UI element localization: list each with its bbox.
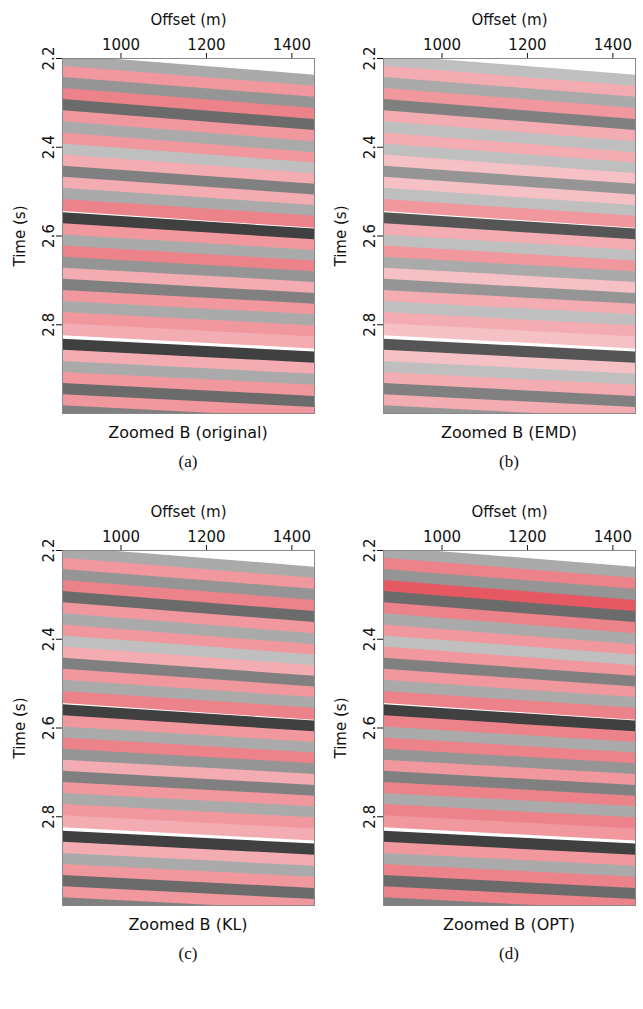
svg-text:1400: 1400 <box>594 528 632 546</box>
svg-text:2.8: 2.8 <box>361 805 379 829</box>
svg-text:Time (s): Time (s) <box>332 698 350 760</box>
svg-text:1000: 1000 <box>423 528 461 546</box>
svg-text:2.6: 2.6 <box>40 716 58 740</box>
svg-text:2.6: 2.6 <box>361 716 379 740</box>
svg-text:2.2: 2.2 <box>361 47 379 71</box>
svg-text:Time (s): Time (s) <box>332 206 350 268</box>
svg-text:2.8: 2.8 <box>40 805 58 829</box>
svg-text:1200: 1200 <box>187 36 225 54</box>
html-text:(d): (d) <box>499 944 519 963</box>
html-text:Zoomed B (KL): Zoomed B (KL) <box>128 915 248 934</box>
svg-text:Offset (m): Offset (m) <box>471 11 547 29</box>
svg-text:1200: 1200 <box>187 528 225 546</box>
svg-text:2.4: 2.4 <box>40 135 58 159</box>
svg-text:1400: 1400 <box>594 36 632 54</box>
svg-text:2.2: 2.2 <box>40 539 58 563</box>
html-text:Zoomed B (EMD): Zoomed B (EMD) <box>441 423 577 442</box>
svg-text:1200: 1200 <box>508 36 546 54</box>
svg-text:1400: 1400 <box>273 528 311 546</box>
svg-text:1000: 1000 <box>102 528 140 546</box>
svg-text:2.4: 2.4 <box>361 135 379 159</box>
svg-text:2.2: 2.2 <box>361 539 379 563</box>
svg-text:1400: 1400 <box>273 36 311 54</box>
html-text:(c): (c) <box>178 944 198 963</box>
html-text:Zoomed B (OPT): Zoomed B (OPT) <box>443 915 575 934</box>
svg-text:2.4: 2.4 <box>40 627 58 651</box>
svg-text:1000: 1000 <box>423 36 461 54</box>
svg-text:1000: 1000 <box>102 36 140 54</box>
html-text:Zoomed B (original): Zoomed B (original) <box>108 423 268 442</box>
svg-text:Offset (m): Offset (m) <box>471 503 547 521</box>
svg-text:2.6: 2.6 <box>40 224 58 248</box>
svg-text:Time (s): Time (s) <box>11 698 29 760</box>
html-text:(b): (b) <box>499 452 519 471</box>
svg-text:2.4: 2.4 <box>361 627 379 651</box>
svg-text:2.8: 2.8 <box>40 313 58 337</box>
svg-text:2.6: 2.6 <box>361 224 379 248</box>
svg-text:2.2: 2.2 <box>40 47 58 71</box>
svg-text:Offset (m): Offset (m) <box>150 503 226 521</box>
html-text:(a): (a) <box>178 452 198 471</box>
svg-text:Time (s): Time (s) <box>11 206 29 268</box>
svg-text:2.8: 2.8 <box>361 313 379 337</box>
svg-text:1200: 1200 <box>508 528 546 546</box>
svg-text:Offset (m): Offset (m) <box>150 11 226 29</box>
